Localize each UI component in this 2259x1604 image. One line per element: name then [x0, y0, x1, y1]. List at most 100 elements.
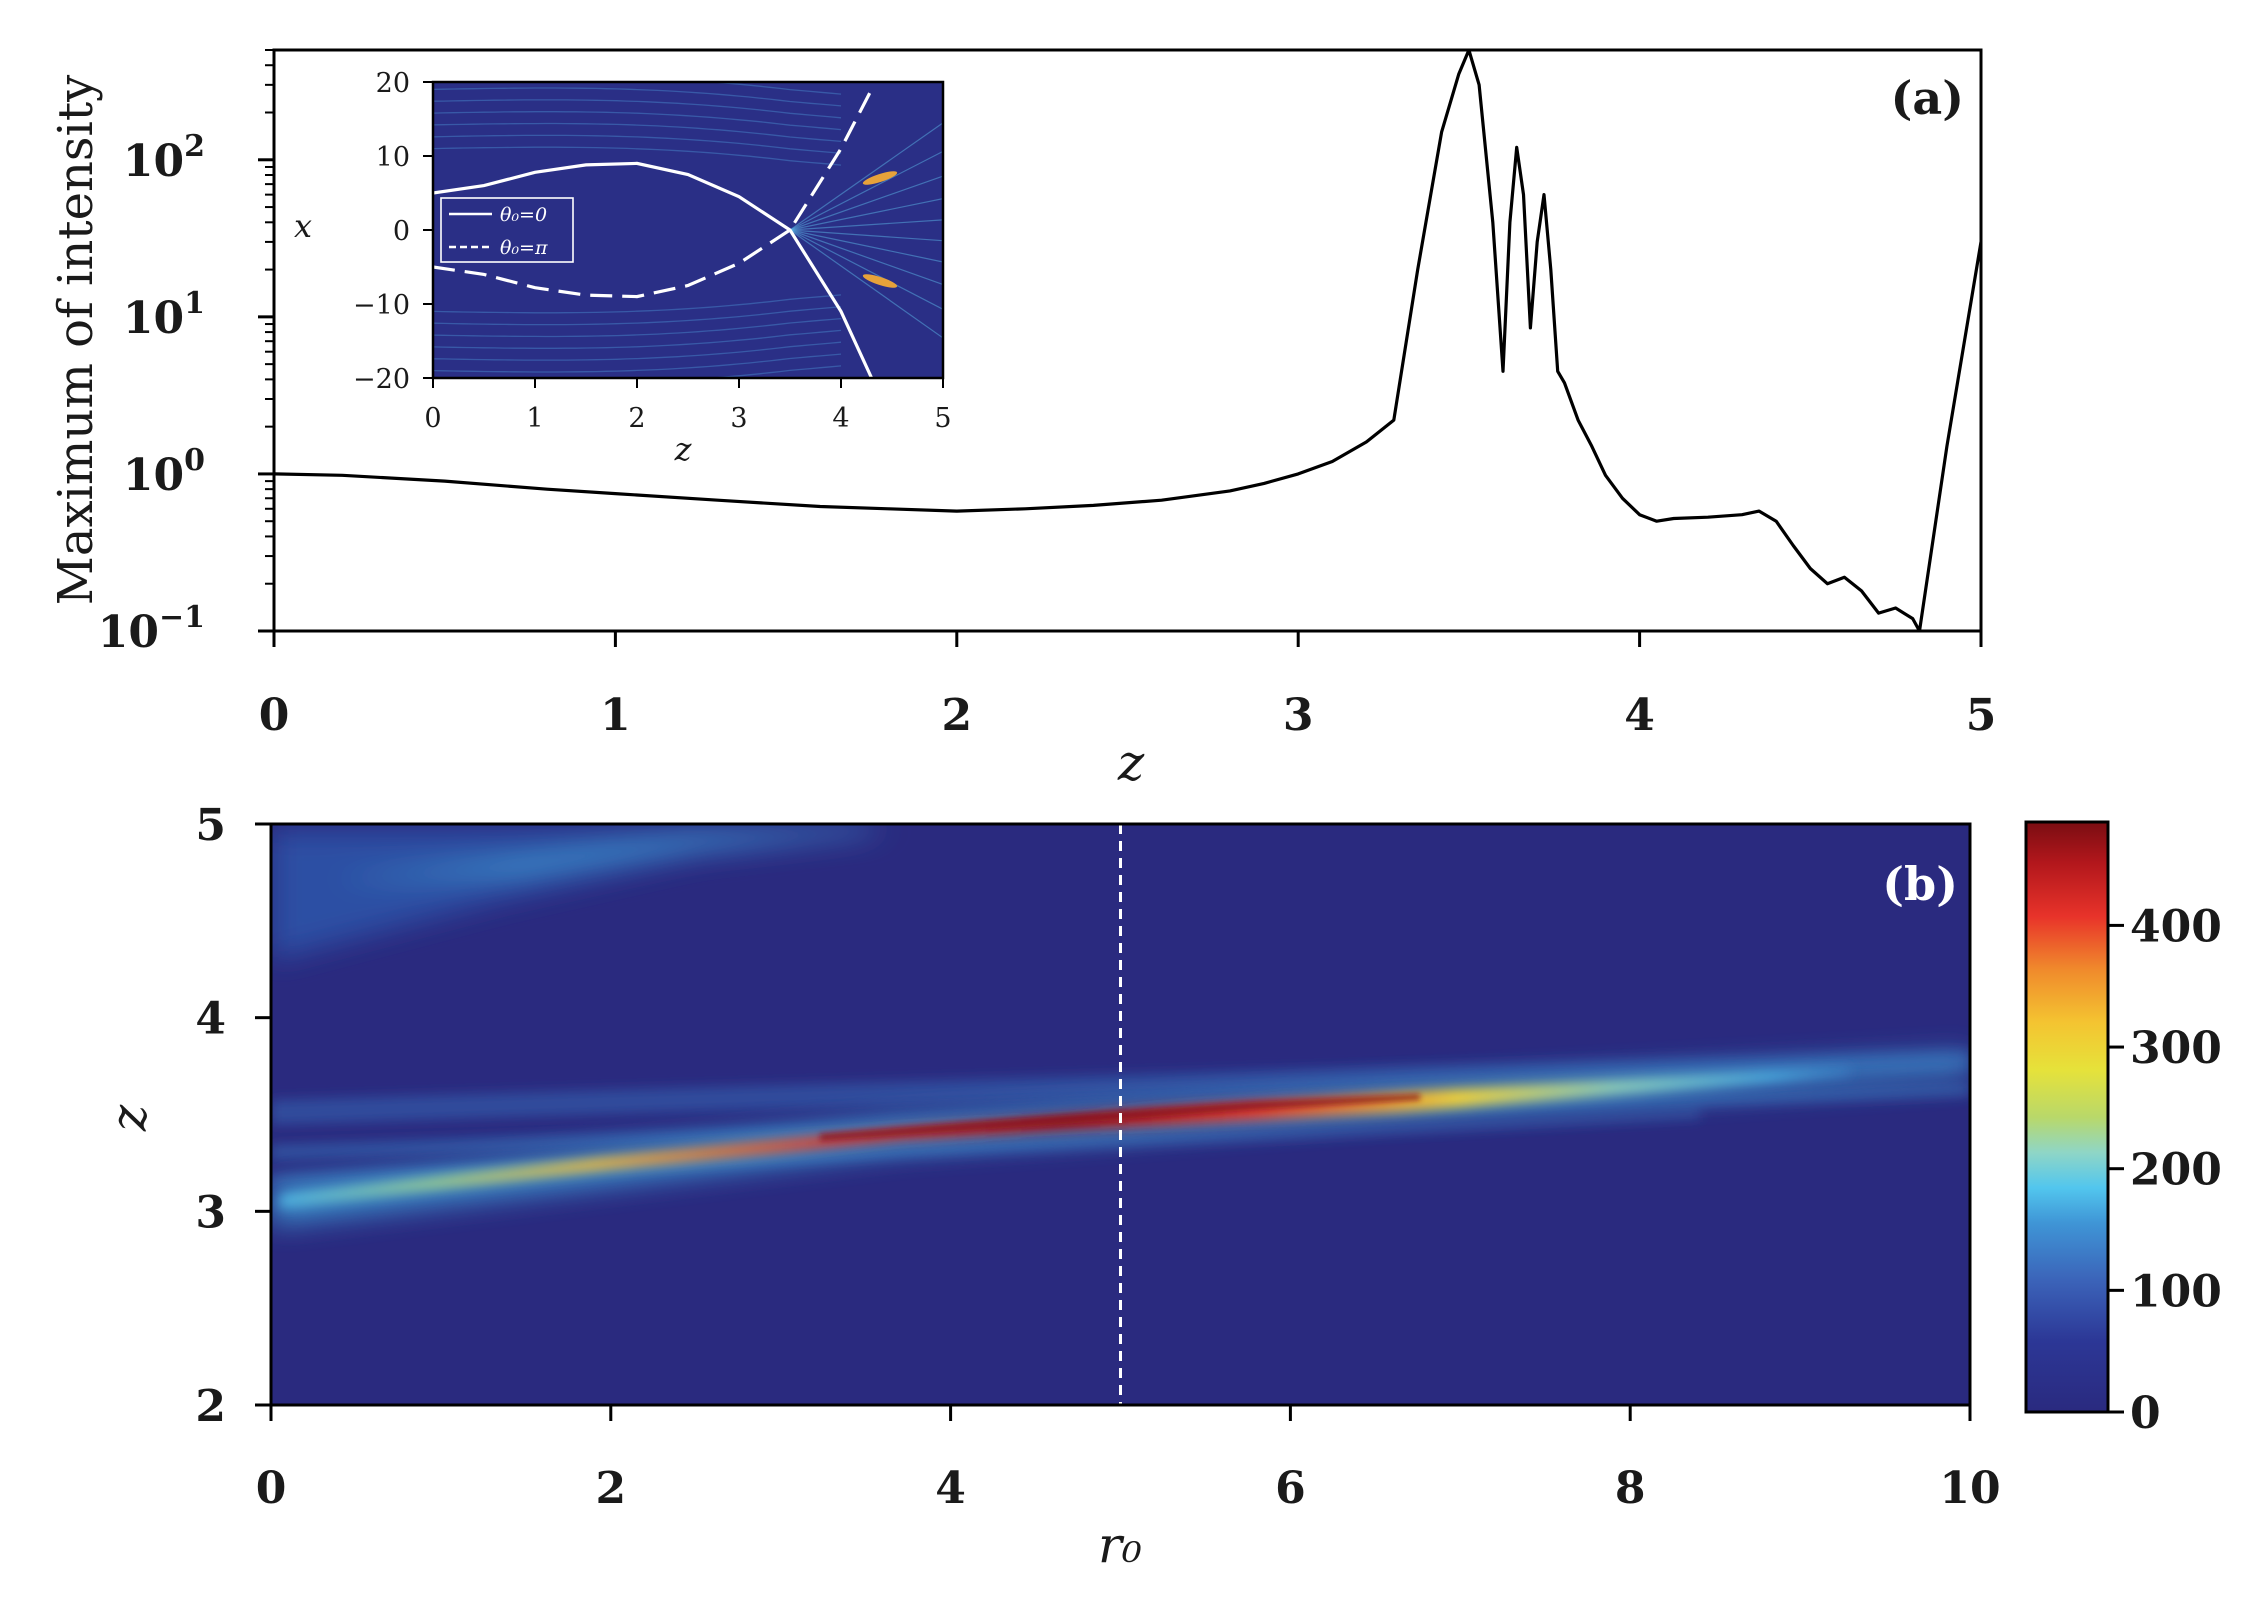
inset-x-tick-label: 3	[730, 403, 747, 434]
inset-hotspot-upper	[862, 171, 898, 185]
colorbar	[2024, 820, 2110, 1414]
inset-fringe-line	[703, 365, 842, 378]
b-x-tick-label: 0	[256, 1463, 287, 1514]
inset-fringe-line	[433, 17, 841, 35]
inset-y-tick-label: 0	[393, 216, 410, 247]
inset-fringe-line	[433, 329, 842, 349]
panel-b-y-ticks: 2 3 4 5	[195, 800, 271, 1432]
inset-legend: θ₀=0 θ₀=π	[440, 197, 574, 263]
panel-a-label: (a)	[1891, 71, 1964, 125]
inset-ylabel: x	[294, 207, 312, 245]
inset-fringe-line	[433, 134, 842, 154]
a-x-tick-label: 5	[1966, 690, 1997, 741]
inset-x-tick-label: 2	[628, 403, 645, 434]
inset-xlabel: z	[674, 430, 693, 468]
inset-fringe-line	[703, 82, 842, 95]
inset-curve-thetapi	[433, 88, 874, 299]
a-x-tick-label: 1	[600, 690, 631, 741]
b-y-tick-label: 3	[195, 1187, 226, 1238]
inset-hotspots	[862, 171, 898, 288]
heatmap-content	[271, 824, 1970, 1405]
inset-legend-label-0: θ₀=0	[500, 204, 547, 226]
panel-b-ylabel: z	[100, 1104, 158, 1132]
inset-curve-theta0	[433, 161, 874, 378]
panel-b-x-ticks: 0 2 4 6 8 10	[256, 1405, 2001, 1514]
panel-b-frame	[269, 822, 1972, 1407]
colorbar-tick-label: 0	[2130, 1388, 2161, 1439]
heatmap-upper-bands	[271, 826, 900, 960]
inset-x-tick-label: 4	[832, 403, 849, 434]
a-y-tick-label: 100	[123, 443, 205, 501]
inset-focus-ray	[789, 197, 943, 231]
inset-background	[433, 82, 943, 378]
colorbar-ticks: 0 100 200 300 400	[2108, 901, 2222, 1439]
inset-fringe-line	[433, 306, 842, 326]
inset-y-tick-label: 20	[376, 68, 410, 99]
inset-focus-ray	[789, 229, 943, 242]
inset-fringe-line	[433, 146, 842, 166]
b-x-tick-label: 4	[935, 1463, 966, 1514]
inset-x-tick-label: 1	[526, 403, 543, 434]
upper-band-bright	[330, 826, 880, 880]
inset-focus-ray	[789, 229, 943, 286]
b-x-tick-label: 8	[1615, 1463, 1646, 1514]
panel-b-label: (b)	[1882, 857, 1958, 911]
inset-y-tick-label: 10	[376, 142, 410, 173]
inset-fringe-line	[433, 99, 842, 119]
inset-hotspot-lower	[862, 274, 898, 288]
inset-fringe-line	[433, 294, 842, 314]
upper-band-glow	[271, 830, 900, 960]
colorbar-tick-label: 200	[2130, 1145, 2222, 1196]
a-x-tick-label: 4	[1624, 690, 1655, 741]
inset-fringe-line	[433, 29, 841, 47]
a-y-tick-label: 102	[123, 129, 205, 187]
inset-legend-box	[440, 197, 574, 263]
ridge-core	[280, 1068, 1850, 1207]
panel-a-y-ticks: 10−1 100 101 102	[98, 129, 274, 658]
inset-chart: θ₀=0 θ₀=π 0 1 2 3 4 5 −20 −10 0 10 20 z x	[294, 0, 952, 468]
panel-a-xlabel: z	[1117, 734, 1145, 792]
inset-x-ticks: 0 1 2 3 4 5	[424, 378, 952, 434]
inset-x-tick-label: 0	[424, 403, 441, 434]
panel-a-ylabel: Maximum of intensity	[48, 75, 104, 606]
a-x-tick-label: 2	[941, 690, 972, 741]
panel-a-x-ticks: 0 1 2 3 4 5	[259, 631, 1997, 741]
inset-fringe-line	[433, 341, 842, 361]
inset-y-tick-label: −10	[353, 290, 410, 321]
inset-x-tick-label: 5	[934, 403, 951, 434]
inset-focus-ray	[789, 219, 943, 231]
b-y-tick-label: 5	[195, 800, 226, 851]
a-y-tick-label: 101	[123, 286, 205, 344]
inset-focus-ray	[789, 150, 943, 231]
inset-focus-ray	[789, 122, 943, 231]
colorbar-tick-label: 300	[2130, 1023, 2222, 1074]
b-y-tick-label: 4	[195, 994, 226, 1045]
intensity-line	[274, 50, 1981, 631]
panel-a-minor-ticks	[265, 49, 274, 585]
b-x-tick-label: 2	[595, 1463, 626, 1514]
inset-y-tick-label: −20	[353, 364, 410, 395]
inset-legend-label-1: θ₀=π	[500, 237, 548, 259]
panel-b-xlabel: r₀	[1098, 1516, 1142, 1574]
a-x-tick-label: 0	[259, 690, 290, 741]
a-y-tick-label: 10−1	[98, 600, 205, 658]
inset-fringe-line	[433, 353, 842, 373]
inset-focus-ray	[789, 175, 943, 231]
b-x-tick-label: 10	[1939, 1463, 2000, 1514]
b-x-tick-label: 6	[1275, 1463, 1306, 1514]
inset-focus-ray	[789, 229, 943, 263]
a-x-tick-label: 3	[1283, 690, 1314, 741]
inset-fringe-line	[433, 0, 841, 11]
inset-fringe-line	[433, 111, 842, 131]
inset-fringe-line	[433, 122, 842, 143]
colorbar-tick-label: 400	[2130, 901, 2222, 952]
inset-fringe-line	[433, 87, 842, 107]
inset-y-ticks: −20 −10 0 10 20	[353, 68, 433, 395]
inset-fringe-line	[433, 5, 841, 23]
inset-fringe-line	[433, 317, 842, 338]
b-y-tick-label: 2	[195, 1381, 226, 1432]
inset-focus-ray	[789, 229, 943, 339]
